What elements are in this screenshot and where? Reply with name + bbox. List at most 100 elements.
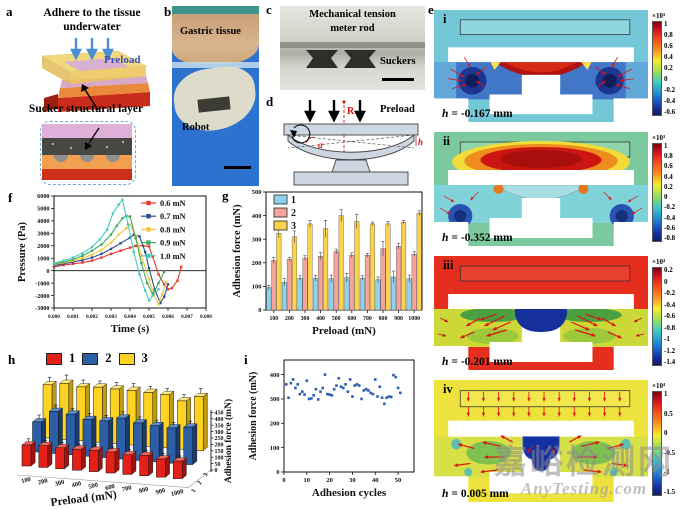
h-value: = -0.167 mm	[451, 108, 513, 120]
svg-text:800: 800	[379, 316, 388, 322]
svg-text:Adhesion cycles: Adhesion cycles	[312, 487, 387, 499]
h-value: = -0.352 mm	[451, 232, 513, 244]
h-symbol: h	[442, 108, 449, 120]
svg-text:200: 200	[215, 443, 224, 449]
svg-text:200: 200	[37, 477, 48, 486]
svg-text:1000: 1000	[170, 488, 184, 498]
tension-meter-photo: Mechanical tension meter rod Suckers	[280, 6, 425, 90]
svg-text:Adhesion force (mN): Adhesion force (mN)	[232, 204, 243, 298]
legend-label-3: 3	[141, 351, 148, 365]
svg-text:0.005: 0.005	[143, 314, 155, 320]
svg-text:0: 0	[258, 307, 261, 314]
svg-text:0.7 mN: 0.7 mN	[160, 212, 186, 221]
gastric-tissue-region	[172, 14, 259, 64]
svg-text:500: 500	[332, 316, 341, 322]
colorbar-ticks: 1 0.5 0 -0.5 -1 -1.5	[664, 390, 676, 496]
svg-text:Pressure (Pa): Pressure (Pa)	[17, 222, 28, 282]
h-value: = -0.201 mm	[451, 356, 513, 368]
sucker-layer-label: Sucker structural layer	[28, 103, 144, 115]
scale-bar	[224, 166, 251, 169]
colorbar-ticks: 1 0.8 0.6 0.4 0.2 0 -0.2 -0.4 -0.6	[664, 20, 676, 116]
h-value: = 0.005 mm	[451, 488, 509, 500]
scale-bar	[382, 78, 414, 81]
colorbar-scale-iv: ×10⁴	[652, 382, 666, 390]
panel-e-label: e	[428, 2, 434, 17]
svg-text:0.9 mN: 0.9 mN	[160, 239, 186, 248]
robot-label: Robot	[182, 122, 210, 133]
svg-text:4000: 4000	[37, 218, 49, 225]
svg-text:0.001: 0.001	[67, 314, 79, 320]
svg-text:200: 200	[285, 316, 294, 322]
colorbar-scale-ii: ×10³	[652, 134, 666, 142]
sim-h-value-iii: h = -0.201 mm	[442, 356, 513, 368]
svg-text:0.000: 0.000	[48, 314, 60, 320]
svg-text:0.008: 0.008	[200, 314, 212, 320]
svg-text:200: 200	[252, 260, 262, 267]
colorbar-strip	[652, 391, 662, 496]
panel-i-label: i	[244, 352, 248, 367]
h-label: h	[418, 137, 423, 147]
svg-text:350: 350	[215, 423, 224, 429]
colorbar-iv: ×10⁴ 1 0.5 0 -0.5 -1 -1.5	[652, 382, 679, 496]
alpha-label: α	[318, 140, 324, 150]
svg-text:-1000: -1000	[35, 280, 49, 287]
svg-text:0.002: 0.002	[86, 314, 98, 320]
panel-c-label: c	[266, 2, 272, 17]
sim-panel-i: i h = -0.167 mm	[434, 10, 648, 122]
svg-text:300: 300	[270, 396, 280, 403]
sim-id-iii: iii	[443, 258, 454, 272]
pressure-field-ii	[434, 132, 648, 246]
svg-text:2000: 2000	[37, 243, 49, 250]
svg-text:-2000: -2000	[35, 293, 49, 300]
sucker-silhouette	[306, 50, 338, 68]
sim-h-value-i: h = -0.167 mm	[442, 108, 513, 120]
panel-d-label: d	[266, 94, 274, 109]
panel-d: d R α h Preload	[264, 94, 426, 190]
background-strip	[172, 6, 259, 14]
meter-title-line2: meter rod	[330, 23, 375, 34]
svg-text:1000: 1000	[37, 255, 49, 262]
svg-text:300: 300	[54, 479, 65, 488]
colorbar-strip	[652, 267, 662, 366]
svg-text:40: 40	[372, 477, 379, 484]
svg-text:400: 400	[270, 372, 280, 379]
svg-text:0: 0	[46, 268, 49, 275]
svg-text:400: 400	[71, 480, 82, 489]
svg-text:20: 20	[326, 477, 333, 484]
svg-text:Adhesion force (mN): Adhesion force (mN)	[223, 399, 234, 483]
radius-label: R	[347, 106, 355, 117]
pressure-field-iv	[434, 380, 648, 502]
svg-text:0.004: 0.004	[124, 314, 136, 320]
waterline	[172, 62, 259, 68]
svg-text:30: 30	[349, 477, 356, 484]
svg-text:0.007: 0.007	[181, 314, 193, 320]
robot-photo: Gastric tissue Robot	[172, 6, 259, 186]
sim-panel-iv: iv h = 0.005 mm	[434, 380, 648, 502]
adhesion-preload-bar-chart: 0 100 200 300 400 500 100 200 300 400 500 600 700 800…	[232, 189, 423, 337]
svg-text:3: 3	[202, 472, 210, 478]
legend-swatch-1	[46, 352, 62, 365]
sim-h-value-iv: h = 0.005 mm	[442, 488, 509, 500]
meter-rod	[280, 42, 425, 48]
panel-h-label: h	[8, 352, 16, 367]
panel-g-label: g	[222, 188, 229, 203]
svg-text:100: 100	[252, 284, 262, 291]
colorbar-scale-iii: ×10⁴	[652, 258, 666, 266]
legend-label-2: 2	[105, 351, 112, 365]
colorbar-iii: ×10⁴ 0.2 0 -0.2 -0.4 -0.6 -0.8 -1 -1.2 -1.4	[652, 258, 679, 366]
svg-text:2: 2	[196, 480, 204, 486]
panel-b: b Gastric tissue Robot	[162, 2, 262, 188]
svg-text:50: 50	[215, 462, 221, 468]
colorbar-ticks: 0.2 0 -0.2 -0.4 -0.6 -0.8 -1 -1.2 -1.4	[664, 266, 676, 366]
svg-text:Time (s): Time (s)	[111, 323, 150, 335]
sim-panel-ii: ii h = -0.352 mm	[434, 132, 648, 246]
h-symbol: h	[442, 232, 449, 244]
h-symbol: h	[442, 488, 449, 500]
colorbar-ticks: 1 0.8 0.6 0.4 0.2 0 -0.2 -0.4 -0.6 -0.8	[664, 142, 676, 242]
sucker-mechanics-schematic: R α h Preload	[283, 100, 423, 186]
legend-swatch-3	[118, 352, 135, 365]
svg-text:Adhesion force (mN): Adhesion force (mN)	[248, 372, 259, 461]
svg-text:3: 3	[291, 221, 296, 232]
sim-id-i: i	[443, 12, 447, 26]
svg-text:100: 100	[21, 476, 32, 485]
